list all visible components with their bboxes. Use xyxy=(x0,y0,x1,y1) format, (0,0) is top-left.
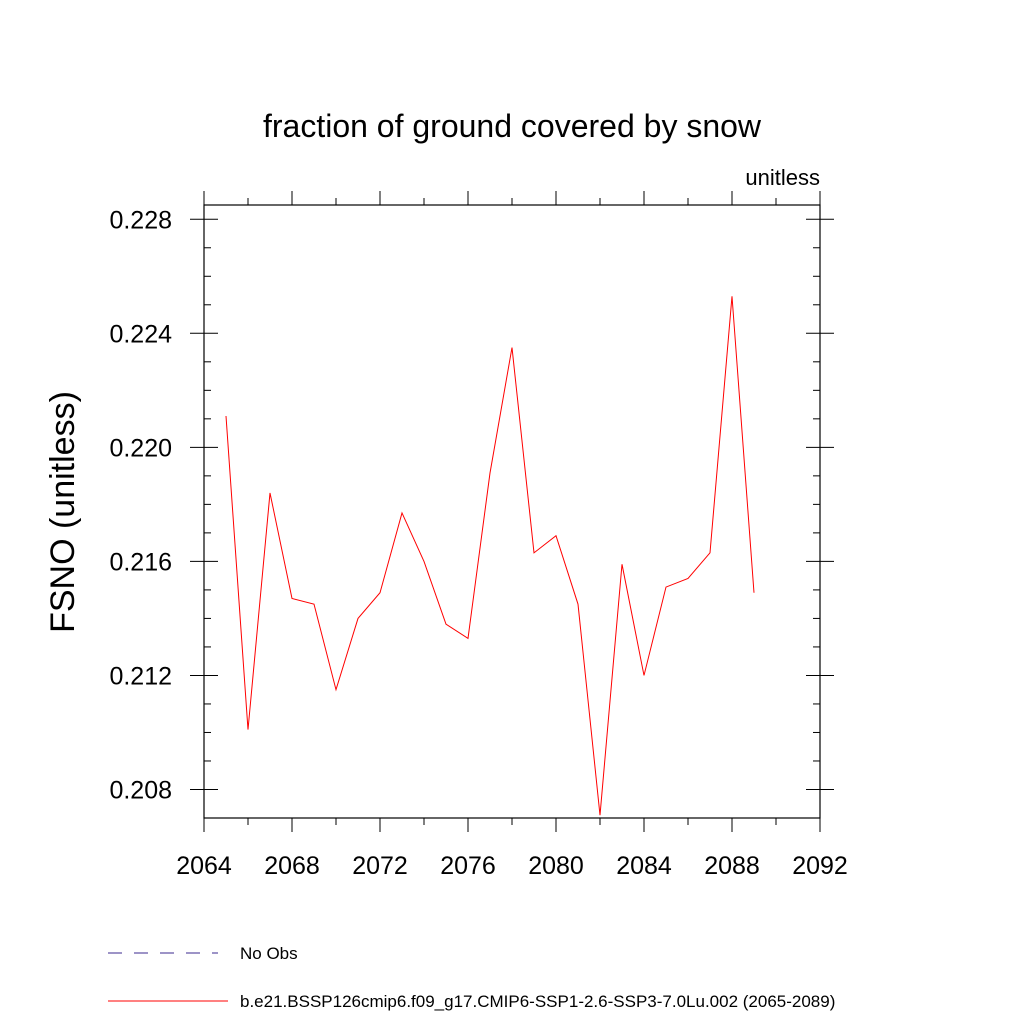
x-tick-label: 2092 xyxy=(792,852,848,880)
x-tick-label: 2072 xyxy=(352,852,408,880)
x-tick-label: 2084 xyxy=(616,852,672,880)
y-tick-label: 0.228 xyxy=(109,206,172,234)
x-tick-label: 2068 xyxy=(264,852,320,880)
minor-ticks xyxy=(204,198,820,825)
x-tick-label: 2064 xyxy=(176,852,232,880)
chart-title: fraction of ground covered by snow xyxy=(263,108,762,144)
legend: No Obs b.e21.BSSP126cmip6.f09_g17.CMIP6-… xyxy=(108,944,835,1011)
x-tick-label: 2088 xyxy=(704,852,760,880)
y-tick-label: 0.224 xyxy=(109,320,172,348)
legend-label-model-run: b.e21.BSSP126cmip6.f09_g17.CMIP6-SSP1-2.… xyxy=(240,992,835,1011)
x-tick-labels: 2064 2068 2072 2076 2080 2084 2088 2092 xyxy=(176,852,848,880)
plot-frame xyxy=(203,204,821,819)
major-ticks xyxy=(190,191,834,832)
x-tick-label: 2080 xyxy=(528,852,584,880)
series-line-1 xyxy=(225,296,755,816)
series-lines xyxy=(225,296,755,816)
y-tick-label: 0.216 xyxy=(109,548,172,576)
y-tick-label: 0.212 xyxy=(109,662,172,690)
x-tick-label: 2076 xyxy=(440,852,496,880)
y-tick-labels: 0.208 0.212 0.216 0.220 0.224 0.228 xyxy=(109,206,172,804)
y-tick-label: 0.208 xyxy=(109,776,172,804)
legend-label-no-obs: No Obs xyxy=(240,944,298,963)
units-label: unitless xyxy=(745,165,820,190)
y-axis-label: FSNO (unitless) xyxy=(44,391,82,633)
y-tick-label: 0.220 xyxy=(109,434,172,462)
